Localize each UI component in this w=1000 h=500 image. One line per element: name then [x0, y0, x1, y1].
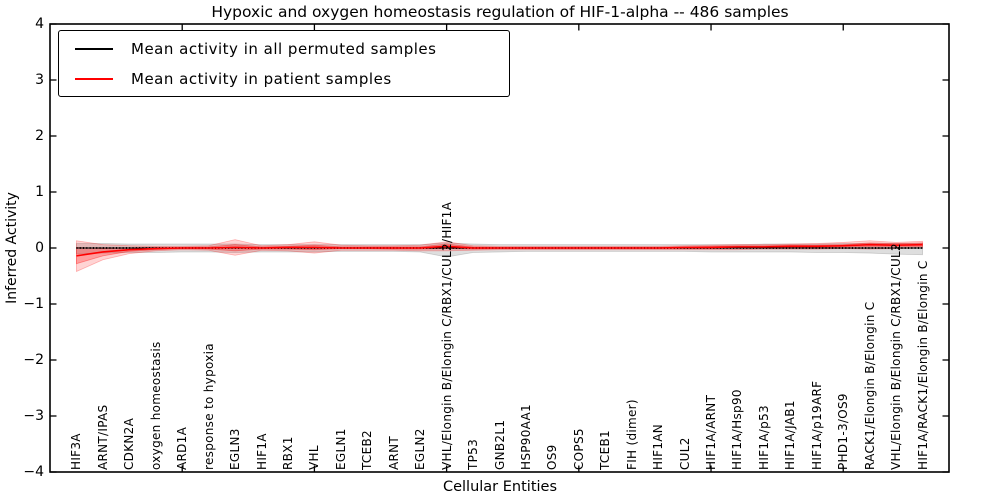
- x-category-label: GNB2L1: [492, 419, 507, 470]
- x-category-label: ARD1A: [175, 426, 190, 470]
- y-tick-label: 3: [35, 72, 44, 88]
- x-category-label: HIF1A/p19ARF: [809, 380, 824, 470]
- x-category-label: response to hypoxia: [201, 343, 216, 470]
- x-category-label: PHD1-3/OS9: [836, 393, 851, 470]
- legend-entry-permuted: Mean activity in all permuted samples: [59, 34, 509, 64]
- legend-entry-patient: Mean activity in patient samples: [59, 64, 509, 94]
- y-axis-label: Inferred Activity: [4, 192, 20, 304]
- x-category-label: TP53: [466, 438, 481, 470]
- x-category-label: COPS5: [571, 428, 586, 470]
- x-axis-label: Cellular Entities: [442, 479, 558, 495]
- chart-title: Hypoxic and oxygen homeostasis regulatio…: [211, 3, 789, 21]
- x-category-label: EGLN2: [413, 428, 428, 470]
- x-category-label: ARNT: [386, 435, 401, 470]
- x-category-label: EGLN1: [333, 428, 348, 470]
- x-category-label: TCEB1: [598, 430, 613, 470]
- x-category-label: RACK1/Elongin B/Elongin C: [862, 301, 877, 470]
- x-category-label: HIF1A/ARNT: [704, 394, 719, 470]
- x-category-label: VHL/Elongin B/Elongin C/RBX1/CUL2/HIF1A: [439, 201, 454, 470]
- legend: Mean activity in all permuted samples Me…: [58, 30, 510, 97]
- x-category-label: HIF1AN: [651, 423, 666, 470]
- legend-label-patient: Mean activity in patient samples: [131, 69, 392, 88]
- red-line-swatch-icon: [75, 77, 113, 80]
- x-category-label: HIF1A/p53: [756, 405, 771, 470]
- x-category-label: oxygen homeostasis: [148, 341, 163, 470]
- y-tick-label: 2: [35, 128, 44, 144]
- y-tick-label: −1: [23, 296, 44, 312]
- y-tick-label: 0: [35, 240, 44, 256]
- x-category-label: HSP90AA1: [518, 404, 533, 470]
- permuted-samples-std-band: [76, 242, 923, 258]
- black-line-swatch-icon: [75, 47, 113, 50]
- x-category-label: ARNT/IPAS: [95, 404, 110, 470]
- y-tick-label: −2: [23, 352, 44, 368]
- x-category-label: CUL2: [677, 437, 692, 470]
- x-category-label: OS9: [545, 444, 560, 470]
- x-category-label: HIF1A/JAB1: [783, 400, 798, 470]
- x-category-label: RBX1: [280, 436, 295, 470]
- x-category-label: VHL/Elongin B/Elongin C/RBX1/CUL2: [889, 243, 904, 470]
- y-tick-label: 1: [35, 184, 44, 200]
- series-line-patient: [76, 243, 923, 257]
- x-category-label: CDKN2A: [122, 417, 137, 470]
- legend-label-permuted: Mean activity in all permuted samples: [131, 39, 437, 58]
- x-category-label: HIF1A/Hsp90: [730, 389, 745, 470]
- x-category-label: EGLN3: [228, 428, 243, 470]
- x-category-label: FIH (dimer): [624, 399, 639, 470]
- y-tick-label: 4: [35, 16, 44, 32]
- x-category-label: TCEB2: [360, 430, 375, 470]
- x-category-label: HIF3A: [69, 433, 84, 470]
- y-tick-label: −3: [23, 408, 44, 424]
- x-category-label: HIF1A: [254, 433, 269, 470]
- y-tick-label: −4: [23, 464, 44, 480]
- x-category-label: VHL: [307, 445, 322, 470]
- x-category-label: HIF1A/RACK1/Elongin B/Elongin C: [915, 260, 930, 470]
